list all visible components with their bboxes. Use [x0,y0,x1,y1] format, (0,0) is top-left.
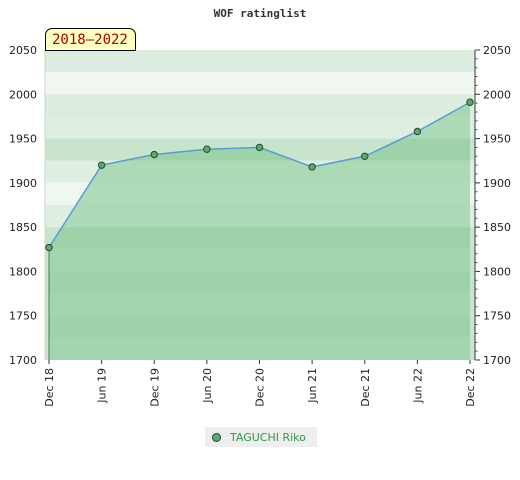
y-tick-label-right: 1800 [483,265,511,278]
x-tick-label: Dec 21 [359,368,372,407]
y-tick-label-right: 1700 [483,354,511,367]
y-tick-label-right: 1900 [483,177,511,190]
x-tick-label: Jun 22 [411,368,424,404]
x-tick-label: Dec 20 [254,368,267,407]
y-tick-label-right: 1950 [483,133,511,146]
data-point [150,150,158,159]
data-point [255,143,264,152]
y-axis-right: 1700 1750 1800 1850 1900 1950 2000 2050 [475,44,511,367]
data-point [361,152,369,160]
y-tick-label-left: 1750 [9,310,37,323]
y-tick-label-left: 2000 [9,88,37,101]
area-stripe [45,337,475,360]
area-stripe [45,72,475,95]
area-stripe [45,293,475,316]
x-tick-label: Dec 22 [464,368,477,407]
chart-title: WOF ratinglist [213,7,307,20]
band [45,94,475,117]
x-axis: Dec 18 Jun 19 Dec 19 Jun 20 Dec 20 Jun 21 Dec … [43,360,477,407]
y-tick-label-right: 2050 [483,44,511,57]
legend-marker [212,432,221,442]
y-axis-left: 1700 1750 1800 1850 1900 1950 2000 2050 [9,44,37,367]
legend[interactable]: TAGUCHI Riko [205,427,317,447]
x-tick-label: Dec 18 [43,368,56,407]
data-point [97,161,106,169]
y-tick-label-left: 1850 [9,221,37,234]
y-tick-label-left: 1700 [9,354,37,367]
area-stripe [45,160,475,183]
band [45,116,475,139]
legend-series-label: TAGUCHI Riko [230,430,306,444]
y-tick-label-right: 2000 [483,88,511,101]
x-tick-label: Jun 19 [96,368,109,404]
y-tick-label-right: 1850 [483,221,511,234]
y-tick-label-left: 1900 [9,177,37,190]
y-tick-label-left: 1950 [9,133,37,146]
x-tick-label: Jun 21 [306,368,319,404]
rating-area [49,102,470,360]
y-tick-label-left: 1800 [9,265,37,278]
axes [44,50,476,360]
band [45,72,475,95]
area-stripe [45,249,475,272]
area-stripe [45,116,475,139]
data-point [413,127,422,136]
period-label: 2018–2022 [45,28,136,51]
area-stripe [45,205,475,228]
band [45,50,475,73]
data-points [45,98,474,252]
y-tick-label-right: 1750 [483,310,511,323]
data-point [45,243,53,252]
y-tick-label-left: 2050 [9,44,37,57]
x-tick-label: Dec 19 [148,368,161,407]
data-point [466,98,474,106]
x-tick-label: Jun 20 [201,368,214,404]
data-point [203,145,211,153]
data-point [308,163,316,171]
